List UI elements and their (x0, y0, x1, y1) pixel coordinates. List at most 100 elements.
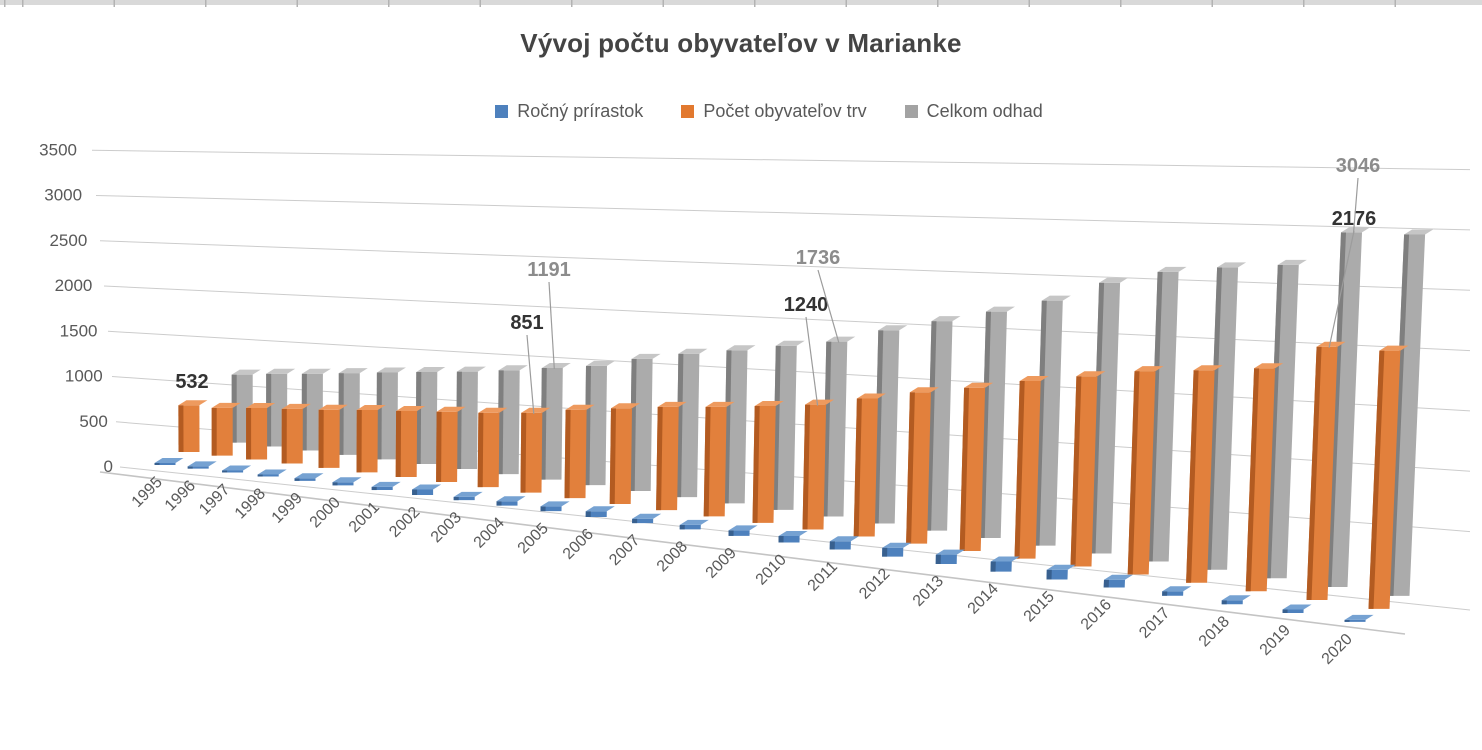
bar-pocet-obyvatelov-trv-2018[interactable] (1245, 363, 1284, 592)
x-tick-label-2005: 2005 (515, 520, 552, 557)
bar-rocny-prirastok-2000[interactable] (332, 477, 362, 486)
bar-pocet-obyvatelov-trv-2000[interactable] (356, 405, 386, 473)
bar-celkom-odhad-1999[interactable] (338, 368, 368, 455)
bar-rocny-prirastok-2006[interactable] (585, 506, 615, 518)
bar-rocny-prirastok-2011[interactable] (829, 536, 859, 550)
bar-rocny-prirastok-2020[interactable] (1344, 614, 1374, 622)
bar-rocny-prirastok-2012[interactable] (882, 542, 912, 557)
bar-pocet-obyvatelov-trv-2013[interactable] (959, 382, 994, 552)
bar-pocet-obyvatelov-trv-2016[interactable] (1127, 366, 1164, 575)
bar-pocet-obyvatelov-trv-2006[interactable] (609, 403, 640, 505)
bar-pocet-obyvatelov-trv-2011[interactable] (853, 393, 886, 537)
data-label-532: 532 (175, 371, 208, 393)
bar-pocet-obyvatelov-trv-1996[interactable] (211, 402, 241, 456)
bar-celkom-odhad-2003[interactable] (497, 365, 528, 475)
bar-celkom-odhad-1998[interactable] (301, 368, 331, 451)
gridline-2000 (103, 285, 1471, 352)
bar-rocny-prirastok-1995[interactable] (154, 458, 184, 465)
bar-pocet-obyvatelov-trv-1998[interactable] (281, 403, 311, 464)
bar-pocet-obyvatelov-trv-2001[interactable] (395, 406, 426, 478)
x-tick-label-2018: 2018 (1196, 613, 1233, 650)
bar-pocet-obyvatelov-trv-2017[interactable] (1186, 365, 1223, 583)
x-tick-label-1997: 1997 (196, 481, 233, 518)
chart-legend: Ročný prírastok Počet obyvateľov trv Cel… (28, 101, 1482, 122)
legend-item-rocny-prirastok[interactable]: Ročný prírastok (495, 101, 643, 122)
bar-rocny-prirastok-2016[interactable] (1103, 574, 1133, 588)
x-tick-label-2008: 2008 (654, 538, 691, 575)
x-tick-label-1999: 1999 (269, 490, 306, 527)
leader-line-3046 (1352, 177, 1359, 234)
bar-pocet-obyvatelov-trv-1995[interactable] (178, 400, 208, 452)
bar-rocny-prirastok-1997[interactable] (222, 465, 252, 473)
bar-rocny-prirastok-2017[interactable] (1162, 586, 1192, 596)
data-label-851: 851 (510, 312, 543, 334)
bar-pocet-obyvatelov-trv-2002[interactable] (436, 406, 466, 483)
bar-rocny-prirastok-2014[interactable] (990, 556, 1020, 572)
bar-celkom-odhad-2005[interactable] (584, 360, 616, 486)
leader-line-851 (526, 334, 535, 414)
y-tick-label: 3500 (39, 140, 77, 159)
bar-celkom-odhad-2010[interactable] (822, 336, 856, 517)
bar-rocny-prirastok-2013[interactable] (935, 549, 965, 565)
bar-celkom-odhad-2001[interactable] (415, 367, 446, 465)
legend-swatch-orange-icon (681, 105, 695, 118)
bar-rocny-prirastok-2010[interactable] (778, 531, 808, 543)
bar-pocet-obyvatelov-trv-2010[interactable] (802, 399, 835, 530)
bar-pocet-obyvatelov-trv-2019[interactable] (1306, 341, 1346, 600)
bar-pocet-obyvatelov-trv-1999[interactable] (318, 404, 348, 468)
leader-line-1736 (817, 269, 840, 343)
x-tick-label-2017: 2017 (1136, 605, 1173, 642)
bar-pocet-obyvatelov-trv-2004[interactable] (520, 407, 551, 493)
bar-rocny-prirastok-2005[interactable] (540, 501, 570, 512)
bar-celkom-odhad-2004[interactable] (540, 363, 571, 480)
bar-pocet-obyvatelov-trv-2012[interactable] (906, 387, 939, 544)
bar-celkom-odhad-2009[interactable] (772, 340, 805, 510)
gridline-3500 (91, 149, 1471, 171)
bar-celkom-odhad-2011[interactable] (873, 325, 908, 524)
bar-rocny-prirastok-1998[interactable] (257, 469, 287, 477)
bar-celkom-odhad-2007[interactable] (676, 348, 708, 498)
bar-rocny-prirastok-2002[interactable] (412, 484, 442, 496)
legend-item-pocet-obyvatelov-trv[interactable]: Počet obyvateľov trv (681, 101, 867, 122)
legend-swatch-blue-icon (495, 105, 509, 118)
bar-rocny-prirastok-2004[interactable] (496, 496, 526, 506)
bar-pocet-obyvatelov-trv-2007[interactable] (656, 401, 687, 511)
y-tick-label: 2000 (55, 276, 93, 295)
data-label-1191: 1191 (527, 259, 570, 281)
bar-rocny-prirastok-1999[interactable] (294, 473, 324, 481)
x-tick-label-2004: 2004 (471, 514, 508, 551)
bar-rocny-prirastok-2009[interactable] (728, 525, 758, 536)
bar-rocny-prirastok-2007[interactable] (632, 513, 662, 524)
x-tick-label-2014: 2014 (965, 580, 1002, 617)
bar-pocet-obyvatelov-trv-2008[interactable] (703, 401, 735, 517)
bar-celkom-odhad-2012[interactable] (926, 316, 961, 531)
bar-celkom-odhad-2014[interactable] (1034, 295, 1071, 546)
bar-pocet-obyvatelov-trv-2014[interactable] (1014, 376, 1049, 559)
legend-item-celkom-odhad[interactable]: Celkom odhad (904, 101, 1043, 122)
bar-pocet-obyvatelov-trv-2003[interactable] (477, 407, 508, 488)
y-tick-label: 3000 (44, 186, 82, 205)
bar-rocny-prirastok-2018[interactable] (1221, 595, 1251, 605)
bar-pocet-obyvatelov-trv-2015[interactable] (1070, 371, 1106, 567)
bar-celkom-odhad-2013[interactable] (979, 306, 1015, 539)
bar-pocet-obyvatelov-trv-2009[interactable] (752, 401, 784, 523)
bar-rocny-prirastok-2001[interactable] (371, 481, 401, 491)
bar-rocny-prirastok-2003[interactable] (453, 491, 483, 501)
x-tick-label-2002: 2002 (386, 504, 423, 541)
bar-pocet-obyvatelov-trv-2005[interactable] (564, 404, 595, 499)
bar-rocny-prirastok-1996[interactable] (187, 461, 217, 469)
bar-celkom-odhad-2008[interactable] (723, 345, 756, 504)
bar-celkom-odhad-2000[interactable] (376, 367, 406, 460)
bar-rocny-prirastok-2015[interactable] (1046, 564, 1076, 580)
bar-celkom-odhad-2002[interactable] (456, 366, 486, 470)
bar-celkom-odhad-2006[interactable] (629, 353, 661, 492)
y-tick-label: 2500 (49, 231, 87, 250)
bar-pocet-obyvatelov-trv-1997[interactable] (246, 403, 276, 460)
legend-label: Ročný prírastok (517, 101, 644, 121)
bar-rocny-prirastok-2008[interactable] (679, 519, 709, 530)
x-tick-label-2000: 2000 (307, 494, 344, 531)
bar-rocny-prirastok-2019[interactable] (1282, 604, 1312, 613)
y-tick-label: 500 (79, 412, 107, 431)
bar-pocet-obyvatelov-trv-2020[interactable] (1368, 345, 1409, 609)
